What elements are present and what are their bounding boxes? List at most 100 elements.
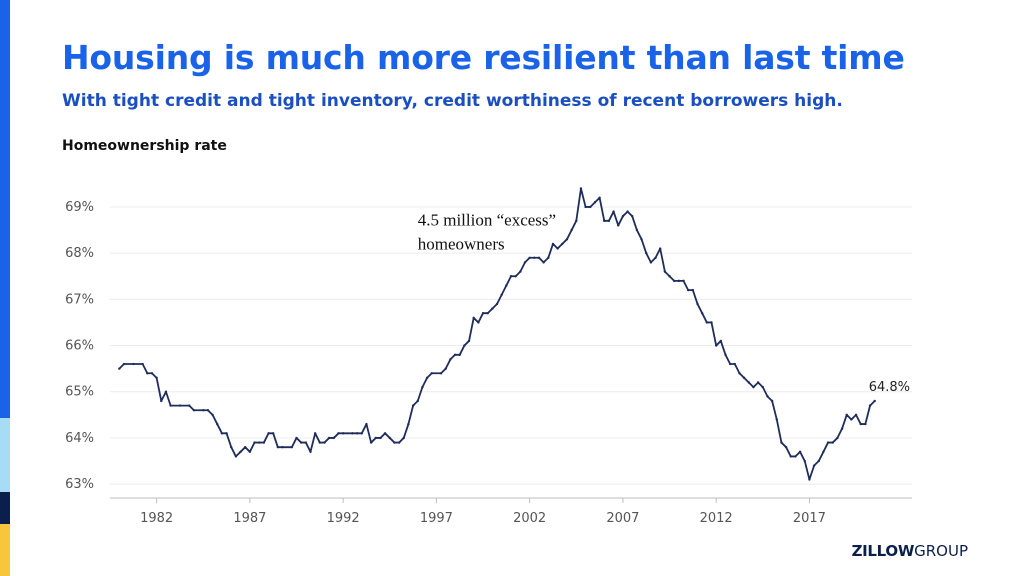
data-point <box>607 219 611 223</box>
data-point <box>421 385 424 389</box>
data-point <box>584 205 587 209</box>
data-point <box>230 445 233 449</box>
data-point <box>253 441 256 444</box>
data-point <box>654 256 657 259</box>
data-point <box>188 404 191 407</box>
data-point <box>659 247 662 250</box>
data-point <box>463 344 466 347</box>
data-point <box>355 432 359 435</box>
y-tick-label: 66% <box>65 339 94 354</box>
data-point <box>868 404 872 407</box>
data-point <box>160 399 163 403</box>
data-point <box>248 450 252 454</box>
x-tick-label: 1987 <box>233 511 266 526</box>
data-point <box>691 288 695 292</box>
data-point <box>523 261 527 264</box>
data-point <box>537 256 541 259</box>
x-tick-label: 2007 <box>606 511 639 526</box>
data-point <box>794 455 797 458</box>
data-point <box>379 436 382 440</box>
data-point <box>589 205 592 209</box>
data-point <box>351 432 354 435</box>
data-point <box>766 395 769 398</box>
data-point <box>775 418 778 421</box>
data-point <box>812 464 816 467</box>
data-point <box>295 436 298 440</box>
annotation-line-1: 4.5 million “excess” <box>418 210 556 229</box>
data-point <box>631 214 634 218</box>
data-point <box>556 247 559 250</box>
data-point <box>397 441 401 444</box>
accent-bar-yellow <box>0 524 10 576</box>
data-point <box>225 432 228 435</box>
data-point <box>491 307 494 310</box>
data-point <box>402 436 405 440</box>
data-point <box>617 224 620 227</box>
data-point <box>826 441 830 444</box>
x-tick-label: 1992 <box>327 511 360 526</box>
data-point <box>663 270 667 273</box>
data-point <box>150 372 154 375</box>
data-point <box>327 436 331 440</box>
data-point <box>761 385 764 389</box>
data-point <box>505 284 508 287</box>
data-point <box>337 432 340 435</box>
data-point <box>467 339 471 343</box>
x-tick-label: 2017 <box>793 511 826 526</box>
data-point <box>640 238 643 241</box>
data-point <box>738 372 741 375</box>
data-point <box>477 321 480 324</box>
data-point <box>407 422 410 426</box>
data-point <box>444 367 447 370</box>
data-point <box>635 228 639 232</box>
accent-bar-blue <box>0 0 10 418</box>
data-point <box>672 279 676 283</box>
data-point <box>271 432 275 435</box>
x-tick-label: 1997 <box>420 511 453 526</box>
data-point <box>439 372 443 375</box>
data-point <box>831 441 834 444</box>
data-point <box>178 404 182 407</box>
slide-subtitle: With tight credit and tight inventory, c… <box>62 91 843 111</box>
data-point <box>299 441 303 444</box>
data-point <box>864 422 867 426</box>
data-point <box>234 455 238 458</box>
data-point <box>789 455 792 458</box>
data-point <box>621 214 625 218</box>
data-point <box>551 242 555 246</box>
data-point <box>332 436 336 440</box>
data-point <box>686 288 690 292</box>
chart-title: Homeownership rate <box>62 138 227 154</box>
data-point <box>756 381 760 384</box>
data-point <box>472 316 475 320</box>
data-point <box>425 376 429 380</box>
data-point <box>570 228 573 232</box>
logo-text-bold: ZILLOW <box>851 542 915 560</box>
data-point <box>509 275 513 278</box>
y-tick-label: 68% <box>65 246 94 261</box>
data-point <box>840 427 844 430</box>
y-tick-label: 65% <box>65 385 94 400</box>
data-point <box>733 362 737 366</box>
data-point <box>458 353 461 356</box>
data-point <box>598 196 601 199</box>
data-point <box>309 450 312 454</box>
data-point <box>579 187 583 190</box>
data-point <box>206 409 210 412</box>
data-point <box>141 362 144 366</box>
data-point <box>267 432 270 435</box>
data-point <box>808 478 811 481</box>
data-point <box>817 459 820 463</box>
data-point <box>481 312 485 315</box>
accent-bar-navy <box>0 492 10 524</box>
data-point <box>118 367 121 370</box>
data-point <box>854 413 858 417</box>
data-point <box>575 219 578 223</box>
data-point <box>220 432 224 435</box>
y-tick-label: 67% <box>65 292 94 307</box>
data-point <box>612 210 615 213</box>
data-point <box>341 432 345 435</box>
data-point <box>486 312 489 315</box>
data-point <box>276 445 280 449</box>
data-point <box>873 399 876 403</box>
